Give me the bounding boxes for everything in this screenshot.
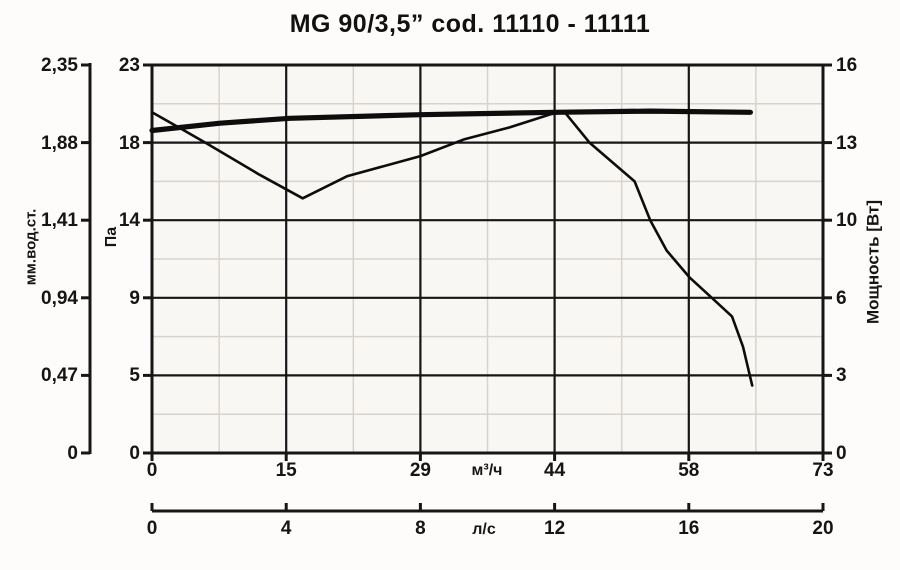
- mm-water-tick-label: 1,41: [41, 210, 78, 232]
- power-curve-W: [149, 108, 754, 134]
- mm-water-tick-label: 1,88: [41, 132, 78, 154]
- ls-tick-label: 16: [678, 518, 700, 539]
- pa-tick-label: 0: [129, 443, 140, 464]
- plot-border: [150, 63, 825, 455]
- m3h-tick-label: 15: [275, 460, 297, 481]
- x-axis-ls-label: л/с: [472, 521, 496, 538]
- ls-tick-label: 12: [544, 518, 566, 539]
- pa-tick-label: 18: [118, 132, 140, 154]
- pa-tick-label: 9: [129, 287, 140, 309]
- pa-tick-label: 14: [118, 210, 140, 232]
- y-axis-mm-water-label: мм.вод.ст.: [22, 208, 40, 286]
- watt-tick-label: 0: [836, 443, 847, 464]
- ls-tick-label: 20: [812, 518, 834, 539]
- mm-water-tick-label: 0: [67, 443, 78, 464]
- watt-tick-label: 6: [836, 287, 847, 309]
- m3h-tick-label: 58: [678, 460, 700, 481]
- x-axis-m3h-label: м³/ч: [471, 462, 503, 479]
- pa-tick-label: 23: [118, 55, 140, 76]
- mm-water-tick-label: 0,94: [41, 287, 78, 309]
- watt-tick-label: 3: [836, 365, 847, 387]
- pa-tick-label: 5: [129, 365, 140, 387]
- watt-tick-label: 16: [836, 55, 858, 76]
- ls-tick-label: 0: [146, 518, 158, 539]
- watt-tick-label: 13: [836, 132, 858, 154]
- y-axis-pa-label: Па: [103, 226, 120, 248]
- ls-tick-label: 4: [280, 518, 292, 539]
- m3h-tick-label: 44: [544, 460, 566, 481]
- mm-water-tick-label: 0,47: [41, 365, 78, 387]
- m3h-tick-label: 73: [812, 460, 834, 481]
- ls-tick-label: 8: [415, 518, 426, 539]
- m3h-tick-label: 0: [146, 460, 158, 481]
- chart-title: MG 90/3,5” cod. 11110 - 11111: [289, 10, 651, 38]
- watt-tick-label: 10: [836, 210, 858, 232]
- y-axis-power-label: Мощность [Вт]: [863, 200, 883, 324]
- m3h-tick-label: 29: [409, 460, 431, 481]
- mm-water-tick-label: 2,35: [41, 55, 78, 76]
